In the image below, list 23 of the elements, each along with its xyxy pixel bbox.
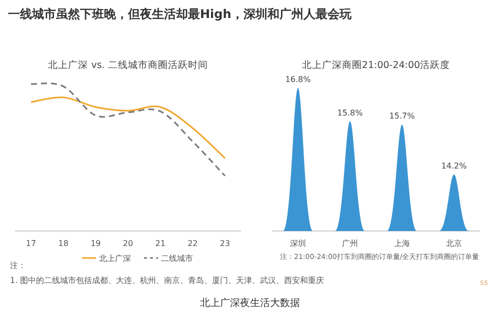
category-label: 深圳 <box>290 239 306 248</box>
category-label: 上海 <box>394 239 410 248</box>
data-label: 15.8% <box>337 108 364 118</box>
chart-title: 北上广深 vs. 二线城市商圈活跃时间 <box>48 59 208 71</box>
x-tick-label: 21 <box>155 239 166 248</box>
x-tick-label: 17 <box>26 239 36 248</box>
chart-title: 北上广深商圈21:00-24:00活跃度 <box>302 59 450 71</box>
x-tick-label: 18 <box>58 239 68 248</box>
text: 北上广深夜生活大数据 <box>200 297 300 309</box>
category-label: 北京 <box>446 239 462 248</box>
x-tick-label: 23 <box>220 239 230 248</box>
category-label: 广州 <box>342 239 358 248</box>
legend-label: 二线城市 <box>161 254 193 263</box>
x-tick-label: 22 <box>188 239 198 248</box>
data-label: 16.8% <box>285 75 312 84</box>
legend-label: 北上广深 <box>99 254 131 263</box>
data-label: 14.2% <box>441 161 468 170</box>
text: 一线城市虽然下班晚，但夜生活却最High，深圳和广州人最会玩 <box>8 7 352 21</box>
x-tick-label: 20 <box>122 239 134 248</box>
text: 注： <box>10 261 26 270</box>
text: 1. 图中的二线城市包括成都、大连、杭州、南京、青岛、厦门、天津、武汉、西安和重庆 <box>10 276 324 285</box>
x-tick-label: 19 <box>90 239 101 248</box>
data-label: 15.7% <box>389 112 416 121</box>
